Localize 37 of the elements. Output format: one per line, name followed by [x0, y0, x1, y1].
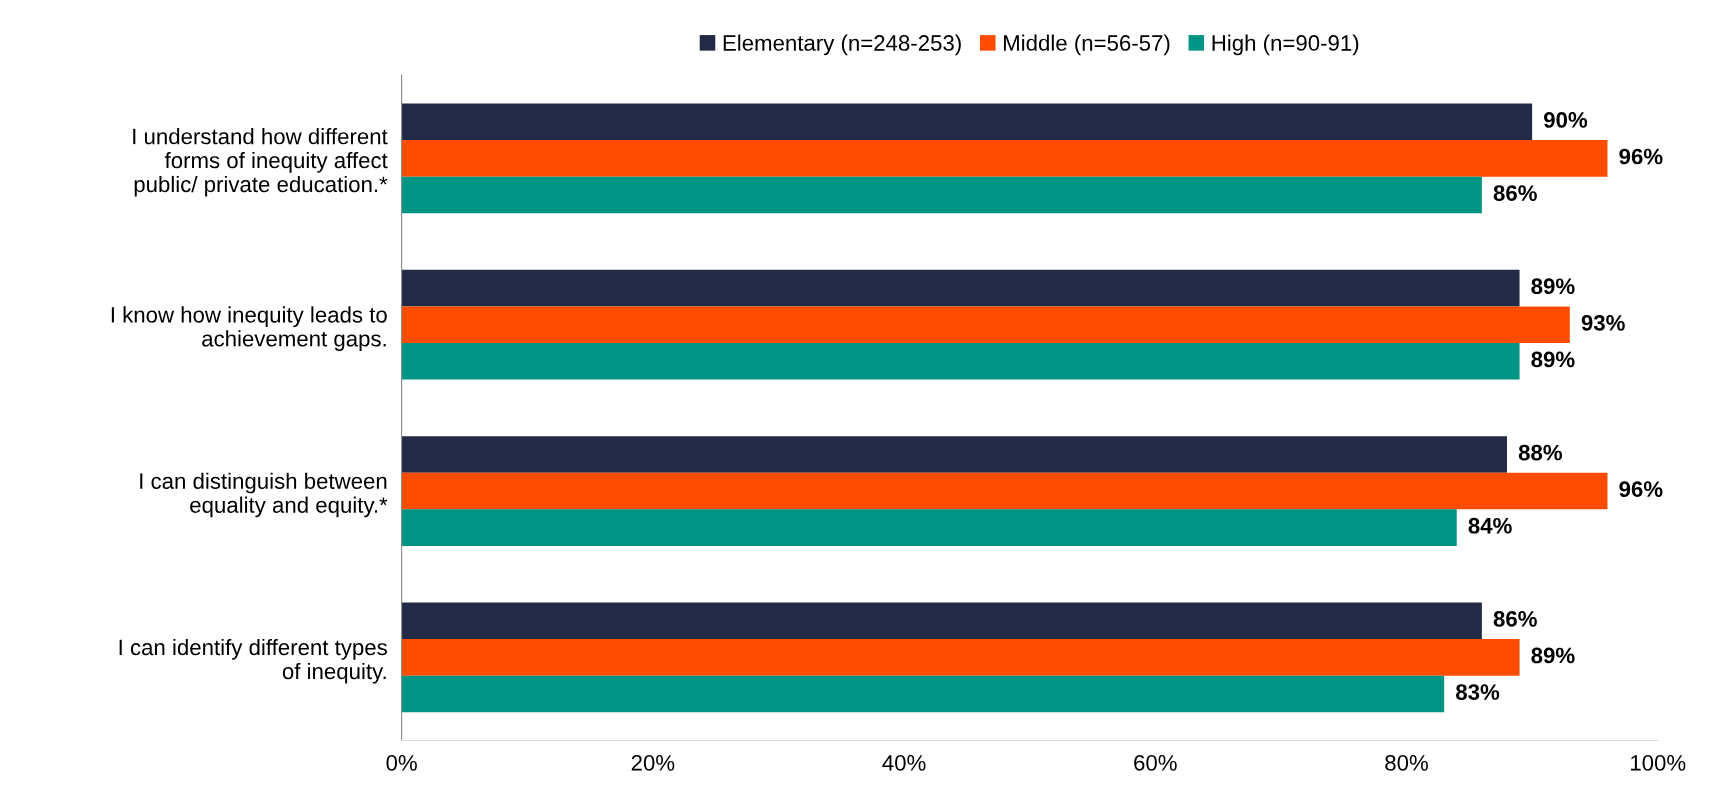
x-tick-label: 20% [631, 755, 675, 771]
bar [401, 675, 1445, 713]
data-label: 86% [1493, 611, 1537, 627]
data-label: 89% [1531, 351, 1575, 368]
data-label: 96% [1619, 148, 1663, 165]
y-tick-label: I understand how different forms of inequity affect public/ private education.* [133, 128, 388, 197]
bar [401, 269, 1520, 307]
x-tick-label: 100% [1631, 755, 1686, 771]
data-label: 89% [1531, 278, 1575, 295]
y-tick-label: I can distinguish between equality and equity.* [140, 472, 388, 518]
data-label: 90% [1544, 112, 1588, 128]
bar [401, 602, 1482, 640]
bar [401, 103, 1533, 141]
bar [401, 343, 1520, 380]
y-tick-label: I can identify different types of inequity. [119, 638, 387, 684]
legend-label: Middle (n=56-57) [1004, 34, 1170, 56]
x-tick-label: 0% [386, 755, 417, 771]
legend-label: High (n=90-91) [1212, 34, 1359, 56]
bar [401, 436, 1507, 473]
bar [401, 176, 1482, 214]
y-tick-label: I know how inequity leads to achievement gaps. [111, 306, 387, 351]
data-label: 83% [1456, 684, 1500, 700]
bar [401, 306, 1570, 344]
bar [401, 472, 1608, 510]
bar [401, 639, 1520, 676]
data-label: 86% [1493, 185, 1537, 201]
data-label: 89% [1531, 647, 1575, 664]
data-label: 88% [1518, 444, 1562, 461]
x-tick-label: 60% [1134, 755, 1177, 771]
legend-label: Elementary (n=248-253) [723, 34, 961, 56]
bar [401, 140, 1608, 177]
data-label: 93% [1581, 314, 1625, 331]
bar [401, 509, 1457, 546]
data-label: 96% [1619, 481, 1663, 498]
data-label: 84% [1468, 517, 1512, 534]
x-tick-label: 40% [882, 755, 926, 771]
x-tick-label: 80% [1385, 755, 1428, 771]
